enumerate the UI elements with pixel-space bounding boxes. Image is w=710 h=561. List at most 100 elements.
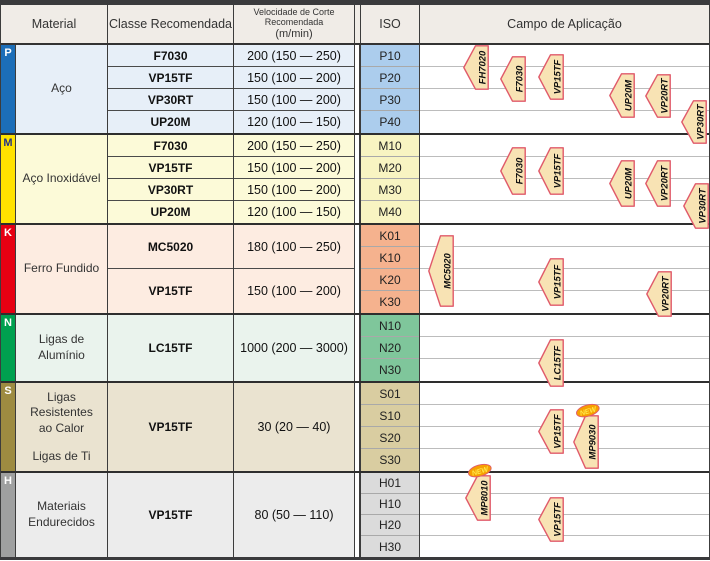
top-border-bar: [0, 0, 710, 5]
grade-speed-cell: 150 (100 — 200): [234, 67, 354, 89]
grade-range-tag-vp15tf: VP15TF: [538, 258, 564, 306]
iso-code-cell: P20: [361, 67, 419, 89]
svg-text:FH7020: FH7020: [476, 50, 487, 84]
section-M: M Aço Inoxidável F7030 VP15TF VP30RT UP20M …: [1, 135, 709, 229]
application-grid-line: [420, 200, 709, 201]
header-iso-label: ISO: [379, 16, 401, 31]
iso-letter-M: M: [3, 137, 13, 149]
new-badge: NEW: [574, 401, 603, 425]
iso-group-band-N: N: [1, 315, 15, 381]
iso-code-cell: P30: [361, 89, 419, 111]
application-range-chart: F7030 VP15TF UP20M VP20RT VP30RT: [419, 135, 709, 229]
section-H: H Materiais Endurecidos VP15TF 80 (50 — …: [1, 463, 709, 557]
application-grid-line: [420, 178, 709, 179]
material-cell-H: Materiais Endurecidos: [15, 473, 107, 557]
application-grid-line: [420, 358, 709, 359]
table-header-row: Material Classe Recomendada Velocidade d…: [1, 5, 709, 45]
iso-column: M10 M20 M30 M40: [360, 135, 419, 223]
grade-range-tag-mp9030: MP9030 NEW: [573, 403, 600, 469]
application-grid-line: [420, 514, 709, 515]
application-grid-line: [420, 493, 709, 494]
application-range-chart: MC5020 VP15TF VP20RT: [419, 225, 709, 317]
application-grid-line: [420, 535, 709, 536]
grade-speed-cell: 150 (100 — 200): [234, 179, 354, 201]
grade-name-column: VP15TF: [107, 383, 233, 471]
header-velocidade: Velocidade de Corte Recomendada (m/min): [233, 5, 354, 43]
iso-code-cell: K01: [361, 225, 419, 247]
iso-code-cell: H01: [361, 473, 419, 494]
svg-text:F7030: F7030: [513, 157, 524, 184]
iso-column: P10 P20 P30 P40: [360, 45, 419, 133]
application-range-chart: MP8010 NEW VP15TF: [419, 463, 709, 557]
iso-code-cell: M10: [361, 135, 419, 157]
divider-gap: [354, 473, 360, 557]
svg-text:MP9030: MP9030: [586, 424, 597, 460]
grade-speed-cell: 150 (100 — 200): [234, 269, 354, 313]
application-range-chart: FH7020 F7030 VP15TF UP20M VP20RT VP30RT: [419, 45, 709, 144]
material-text: Ferro Fundido: [23, 261, 100, 276]
grade-name-cell: VP15TF: [108, 269, 233, 313]
iso-code-cell: P40: [361, 111, 419, 133]
bottom-border-bar: [0, 557, 710, 560]
grade-name-cell: VP15TF: [108, 67, 233, 89]
header-classe-label: Classe Recomendada: [109, 16, 232, 31]
grade-name-cell: VP15TF: [108, 473, 233, 557]
iso-letter-P: P: [4, 47, 12, 59]
application-grid-line: [420, 246, 709, 247]
grade-range-tag-vp30rt: VP30RT: [681, 100, 707, 144]
grade-range-tag-vp20rt: VP20RT: [645, 160, 671, 207]
grade-name-column: VP15TF: [107, 473, 233, 557]
svg-text:VP15TF: VP15TF: [551, 60, 562, 95]
application-grid-line: [420, 66, 709, 67]
speed-column: 30 (20 — 40): [233, 383, 354, 471]
grade-range-tag-lc15tf: LC15TF: [538, 339, 564, 387]
material-text-2: Ligas de Ti: [32, 448, 91, 463]
svg-text:VP20RT: VP20RT: [659, 275, 670, 312]
svg-text:MC5020: MC5020: [441, 252, 452, 288]
svg-text:VP15TF: VP15TF: [551, 414, 562, 449]
svg-text:UP20M: UP20M: [622, 80, 633, 111]
grade-range-tag-vp20rt: VP20RT: [645, 74, 671, 118]
grade-range-tag-vp15tf: VP15TF: [538, 147, 564, 195]
application-grid-line: [420, 88, 709, 89]
grade-speed-cell: 150 (100 — 200): [234, 157, 354, 179]
material-text: Ligas Resistentes ao Calor: [30, 389, 93, 435]
grade-name-cell: F7030: [108, 45, 233, 67]
grade-range-tag-fh7020: FH7020: [463, 45, 489, 90]
iso-code-cell: H30: [361, 536, 419, 557]
grade-range-tag-vp15tf: VP15TF: [538, 54, 564, 100]
header-velocidade-line1: Velocidade de Corte Recomendada: [253, 6, 335, 28]
header-campo: Campo de Aplicação: [419, 5, 709, 43]
grade-range-tag-mc5020: MC5020: [428, 235, 454, 307]
section-P: P Aço F7030 VP15TF VP30RT UP20M 200 (150 — …: [1, 45, 709, 144]
section-S: S Ligas Resistentes ao Calor Ligas de Ti …: [1, 383, 709, 473]
divider-gap: [354, 383, 360, 471]
iso-code-cell: N10: [361, 315, 419, 337]
iso-code-cell: K10: [361, 247, 419, 269]
iso-code-cell: H20: [361, 515, 419, 536]
header-classe: Classe Recomendada: [107, 5, 233, 43]
iso-code-cell: S30: [361, 449, 419, 471]
svg-text:VP20RT: VP20RT: [658, 165, 669, 202]
speed-column: 200 (150 — 250) 150 (100 — 200) 150 (100 —…: [233, 135, 354, 223]
iso-code-cell: K30: [361, 291, 419, 313]
material-cell-K: Ferro Fundido: [15, 225, 107, 313]
svg-text:VP15TF: VP15TF: [551, 154, 562, 189]
application-grid-line: [420, 156, 709, 157]
grade-range-tag-up20m: UP20M: [609, 160, 635, 207]
divider-gap: [354, 45, 360, 133]
grade-speed-cell: 180 (100 — 250): [234, 225, 354, 269]
grade-name-cell: VP15TF: [108, 383, 233, 471]
iso-group-band-S: S: [1, 383, 15, 471]
iso-code-cell: S01: [361, 383, 419, 405]
iso-code-cell: S20: [361, 427, 419, 449]
iso-code-cell: M40: [361, 201, 419, 223]
application-grid-line: [420, 336, 709, 337]
grade-range-tag-f7030: F7030: [500, 56, 526, 102]
application-range-chart: VP15TF MP9030 NEW: [419, 383, 709, 471]
new-badge: NEW: [466, 461, 495, 485]
grade-name-cell: UP20M: [108, 111, 233, 133]
svg-text:VP15TF: VP15TF: [551, 265, 562, 300]
header-campo-label: Campo de Aplicação: [507, 16, 622, 31]
